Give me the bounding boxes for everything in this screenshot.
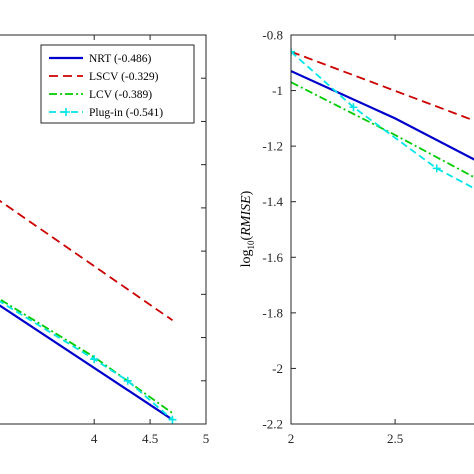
right-axes-frame — [290, 34, 474, 425]
right-series-nrt-line — [291, 70, 474, 161]
right-y-tick-label: -0.8 — [262, 28, 283, 43]
right-plugin-marker — [432, 164, 441, 173]
right-y-tick-label: -1.4 — [262, 194, 283, 209]
right-panel: 22.53-0.8-1-1.2-1.4-1.6-1.8-2-2.2 log10(… — [239, 28, 474, 446]
legend-label-nrt: NRT (-0.486) — [89, 53, 152, 65]
legend-plugin-marker — [62, 108, 70, 116]
right-y-tick-label: -2 — [272, 361, 283, 376]
left-axes-frame — [0, 34, 207, 425]
legend: NRT (-0.486) LSCV (-0.329) LCV (-0.389) Plu… — [40, 44, 195, 124]
left-series-lscv-line — [0, 199, 174, 322]
right-y-tick-label: -1.6 — [262, 250, 283, 265]
left-series-lcv-line — [0, 298, 174, 414]
right-series-group — [291, 47, 474, 190]
legend-label-lscv: LSCV (-0.329) — [89, 71, 159, 83]
right-x-tick-label: 2 — [288, 431, 295, 446]
right-y-tick-label: -1.8 — [262, 305, 283, 320]
right-plugin-marker — [349, 103, 358, 112]
left-x-tick-label: 5 — [203, 431, 210, 446]
legend-label-lcv: LCV (-0.389) — [89, 89, 152, 101]
right-plugin-marker — [291, 47, 295, 56]
left-axes: 4 4.5 5 — [0, 34, 210, 446]
left-x-tick-label: 4 — [91, 431, 98, 446]
left-series-group — [0, 199, 177, 424]
right-y-tick-label: -1 — [272, 83, 283, 98]
right-series-plug-in-line — [291, 51, 474, 190]
y-axis-label: log10(RMISE) — [239, 190, 256, 267]
left-series-nrt-line — [0, 304, 174, 421]
legend-label-plug-in: Plug-in (-0.541) — [89, 107, 163, 119]
left-plugin-marker — [90, 355, 99, 364]
left-plugin-marker — [168, 415, 177, 424]
left-x-tick-label: 4.5 — [142, 431, 158, 446]
right-y-tick-label: -1.2 — [262, 139, 283, 154]
left-series-plug-in-line — [0, 300, 174, 421]
left-plugin-marker — [123, 376, 132, 385]
right-axes: 22.53-0.8-1-1.2-1.4-1.6-1.8-2-2.2 — [262, 28, 474, 446]
right-x-tick-label: 2.5 — [387, 431, 403, 446]
right-y-tick-label: -2.2 — [262, 417, 283, 432]
left-panel: 4 4.5 5 NRT (-0.486)LSCV (-0.329)LCV (-0.3… — [0, 34, 210, 446]
